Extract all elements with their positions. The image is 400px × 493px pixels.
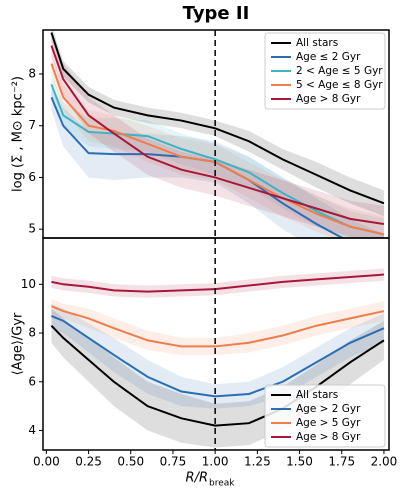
x-tick-label: 1.00: [202, 455, 229, 469]
legend-box: [264, 384, 386, 448]
line: [51, 273, 385, 293]
legend-label: Age > 8 Gyr: [296, 93, 361, 105]
y-tick-label: 8: [28, 66, 36, 80]
error-band: [51, 30, 384, 217]
y-tick-label: 8: [28, 326, 36, 340]
error-band: [51, 53, 384, 238]
y-tick-label: 4: [28, 423, 36, 437]
legend-label: Age > 8 Gyr: [296, 431, 361, 443]
legend-label: Age > 2 Gyr: [296, 403, 361, 415]
legend-label: Age ≤ 2 Gyr: [296, 51, 361, 63]
error-band: [51, 303, 384, 409]
legend-label: All stars: [296, 389, 338, 401]
x-tick-label: 1.50: [286, 455, 313, 469]
error-band: [51, 268, 384, 298]
line: [50, 63, 385, 236]
x-tick-label: 0.00: [33, 455, 60, 469]
error-band: [51, 73, 384, 238]
legend-label: All stars: [296, 37, 338, 49]
chart-title: Type II: [183, 3, 250, 24]
x-tick-label: 0.75: [160, 455, 187, 469]
plot-area: [50, 30, 385, 238]
legend-label: 5 < Age ≤ 8 Gyr: [296, 79, 383, 91]
y-tick-label: 10: [21, 277, 36, 291]
legend-box: [264, 32, 386, 110]
x-tick-label: 2.00: [371, 455, 398, 469]
x-tick-label: 1.25: [244, 455, 271, 469]
line: [50, 32, 385, 205]
y-tick-label: 6: [28, 170, 36, 184]
x-tick-label: 0.50: [117, 455, 144, 469]
line: [51, 305, 385, 348]
y-tick-label: 7: [28, 118, 36, 132]
x-axis-label-sub: break: [209, 479, 235, 489]
y-axis-label: ⟨Age⟩/Gyr: [11, 312, 26, 375]
line: [50, 45, 385, 226]
axes-frame: [42, 237, 390, 451]
line: [50, 325, 385, 427]
line: [50, 83, 385, 236]
y-tick-label: 6: [28, 374, 36, 388]
x-tick-label: 0.25: [75, 455, 102, 469]
y-axis-label: log (Σ , M⊙ kpc⁻²): [11, 76, 26, 192]
error-band: [51, 298, 384, 355]
y-tick-label: 5: [28, 222, 36, 236]
legend-label: 2 < Age ≤ 5 Gyr: [296, 65, 383, 77]
x-tick-label: 1.75: [328, 455, 355, 469]
x-axis-label: R/R: [186, 471, 208, 486]
line: [51, 315, 385, 398]
legend-label: Age > 5 Gyr: [296, 417, 361, 429]
legend: All stars Age > 2 Gyr Age > 5 Gyr Age > 8 G…: [264, 384, 386, 448]
legend: All stars Age ≤ 2 Gyr 2 < Age ≤ 5 Gyr 5 < A…: [264, 32, 386, 110]
error-band: [51, 35, 384, 238]
